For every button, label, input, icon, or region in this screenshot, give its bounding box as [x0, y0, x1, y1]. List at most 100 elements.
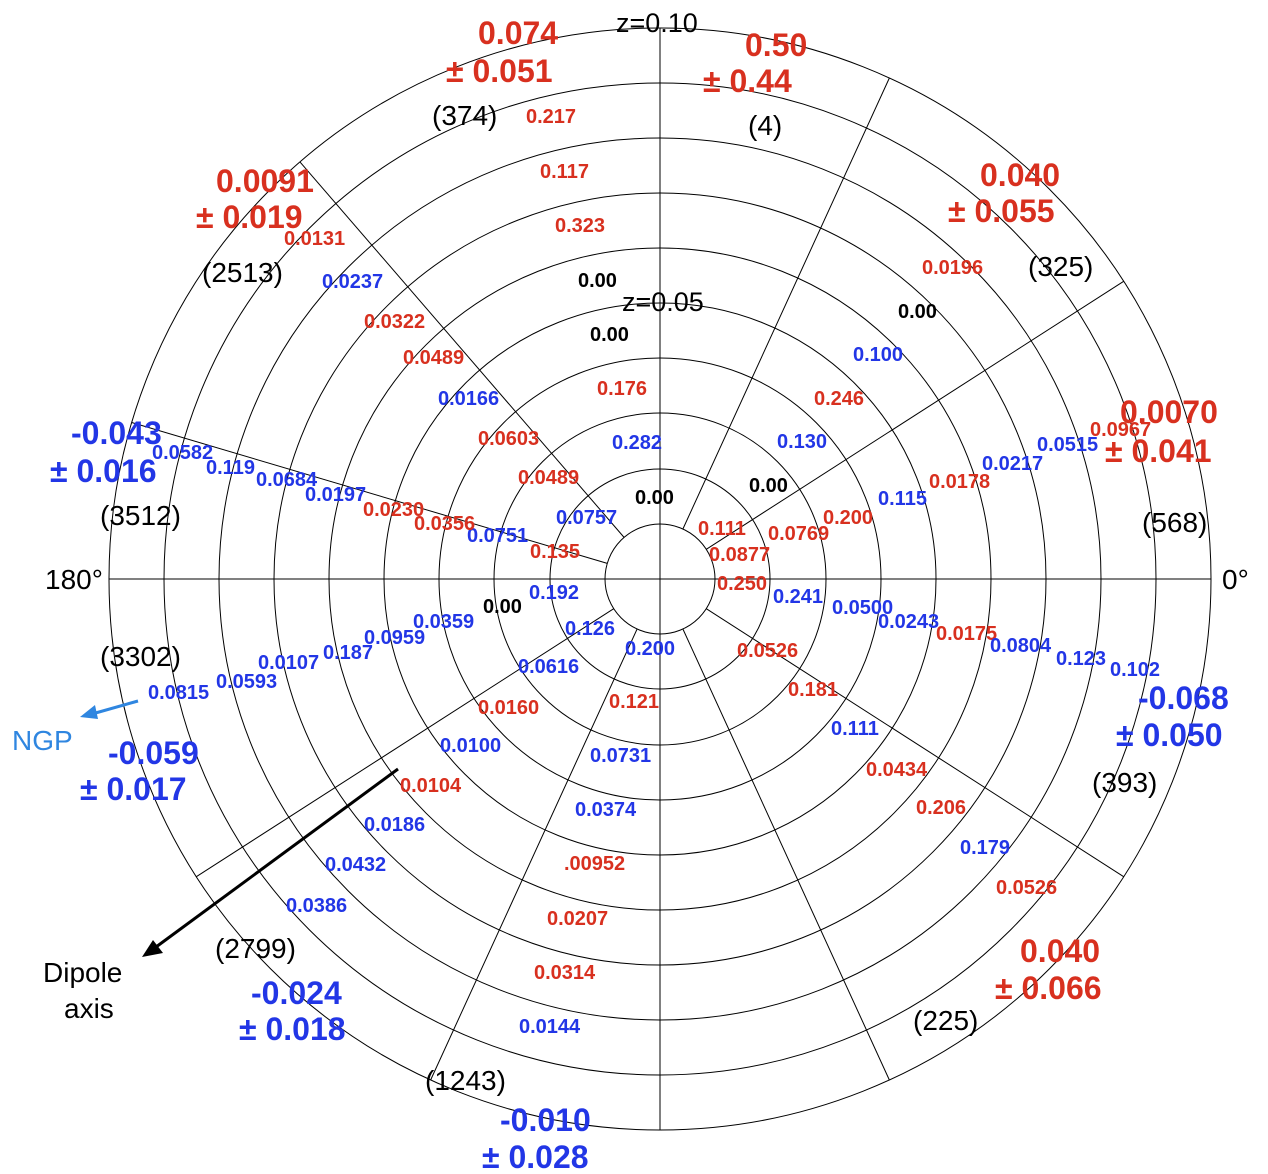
cell-value: 0.282: [612, 432, 662, 454]
cell-value: 0.0374: [575, 799, 637, 821]
cell-value: 0.0432: [325, 854, 386, 876]
cell-value: 0.0751: [467, 525, 528, 547]
cell-value: 0.179: [960, 837, 1010, 859]
sector-summary-s11: 0.074± 0.051 (374): [432, 15, 558, 131]
cell-value: 0.00: [483, 596, 522, 618]
sector-value: 0.0091: [216, 163, 314, 199]
cell-value: 0.0515: [1037, 434, 1098, 456]
cell-value: 0.135: [530, 541, 580, 563]
sector-error: ± 0.028: [482, 1139, 589, 1174]
cell-value: .00952: [564, 853, 625, 875]
sector-count: (1243): [425, 1065, 506, 1096]
ngp-arrow-icon: [80, 699, 139, 719]
cell-value: 0.0603: [478, 428, 539, 450]
cell-value: 0.00: [590, 324, 629, 346]
sector-summary-s3: 0.0070± 0.041 (568): [1105, 394, 1218, 538]
cell-value: 0.0804: [990, 635, 1052, 657]
angle-0-label: 0°: [1222, 564, 1249, 595]
cell-value: 0.0593: [216, 671, 277, 693]
ngp-label: NGP: [12, 725, 73, 756]
sector-error: ± 0.019: [196, 199, 303, 235]
cell-value: 0.0100: [440, 735, 501, 757]
cell-value: 0.206: [916, 797, 966, 819]
sector-count: (225): [913, 1005, 978, 1036]
cell-value: 0.192: [529, 582, 579, 604]
z-inner-label: z=0.05: [622, 287, 704, 317]
cell-value: 0.0107: [258, 652, 319, 674]
cell-value: 0.0967: [1090, 419, 1151, 441]
cell-value: 0.130: [777, 431, 827, 453]
sector-value: 0.074: [478, 15, 558, 51]
cell-value: 0.119: [206, 457, 255, 479]
cell-value: 0.0186: [364, 814, 425, 836]
sector-error: ± 0.051: [446, 53, 553, 89]
cell-value: 0.0230: [363, 499, 424, 521]
cell-values: 0.217 0.117 0.323 0.00 0.00 0.176 0.282 0.00 0.0…: [148, 106, 1160, 1038]
cell-value: 0.0175: [936, 623, 997, 645]
cell-value: 0.0616: [518, 656, 579, 678]
sector-value: 0.040: [980, 157, 1060, 193]
cell-value: 0.121: [609, 691, 659, 713]
cell-value: 0.0131: [284, 228, 345, 250]
cell-value: 0.0386: [286, 895, 347, 917]
cell-value: 0.250: [717, 573, 767, 595]
cell-value: 0.100: [853, 344, 903, 366]
polar-grid: [108, 27, 1212, 1131]
cell-value: 0.0877: [709, 544, 770, 566]
cell-value: 0.00: [578, 270, 617, 292]
cell-value: 0.0684: [256, 469, 318, 491]
cell-value: 0.115: [878, 488, 927, 510]
cell-value: 0.102: [1110, 659, 1160, 681]
sector-error: ± 0.055: [948, 193, 1055, 229]
cell-value: 0.111: [698, 518, 746, 540]
cell-value: 0.0104: [400, 775, 462, 797]
cell-value: 0.0166: [438, 388, 499, 410]
sector-error: ± 0.041: [1105, 433, 1212, 469]
cell-value: 0.0500: [832, 597, 893, 619]
cell-value: 0.0815: [148, 682, 209, 704]
sector-count: (568): [1142, 507, 1207, 538]
cell-value: 0.0769: [768, 523, 829, 545]
cell-value: 0.0237: [322, 271, 383, 293]
cell-value: 0.00: [898, 301, 937, 323]
dipole-label-line2: axis: [64, 993, 114, 1024]
sector-error: ± 0.050: [1116, 717, 1223, 753]
sector-divider-line: [131, 422, 608, 564]
sector-count: (2799): [215, 933, 296, 964]
sector-value: 0.50: [745, 27, 807, 63]
sector-count: (374): [432, 100, 497, 131]
sector-value: -0.059: [108, 735, 199, 771]
cell-value: 0.123: [1056, 648, 1106, 670]
cell-value: 0.0217: [982, 453, 1043, 475]
cell-value: 0.323: [555, 215, 605, 237]
cell-value: 0.00: [635, 487, 674, 509]
sector-value: -0.024: [251, 975, 342, 1011]
cell-value: 0.111: [831, 718, 879, 740]
z-outer-label: z=0.10: [616, 8, 698, 38]
sector-count: (2513): [202, 257, 283, 288]
cell-value: 0.176: [597, 378, 647, 400]
dipole-arrow-icon: [142, 767, 399, 957]
cell-value: 0.0144: [519, 1016, 581, 1038]
sector-summary-s2: 0.040± 0.055 (325): [948, 157, 1093, 282]
cell-value: 0.0322: [364, 311, 425, 333]
cell-value: 0.0526: [996, 877, 1057, 899]
sector-error: ± 0.016: [50, 453, 157, 489]
cell-value: 0.0731: [590, 745, 651, 767]
sector-summary-s10: 0.0091± 0.019 (2513): [196, 163, 314, 288]
sector-summary-s8: -0.059± 0.017 (3302): [80, 641, 199, 807]
cell-value: 0.246: [814, 388, 864, 410]
sector-summary-s7: -0.024± 0.018 (2799): [215, 933, 346, 1047]
cell-value: 0.0178: [929, 471, 990, 493]
cell-value: 0.0207: [547, 908, 608, 930]
sector-value: -0.010: [500, 1102, 591, 1138]
cell-value: 0.0526: [737, 640, 798, 662]
cell-value: 0.217: [526, 106, 576, 128]
sector-divider-line: [682, 628, 890, 1081]
cell-value: 0.126: [565, 618, 615, 640]
sector-count: (325): [1028, 251, 1093, 282]
sector-divider-line: [430, 628, 638, 1081]
sector-summary-s4: -0.068± 0.050 (393): [1092, 680, 1229, 798]
